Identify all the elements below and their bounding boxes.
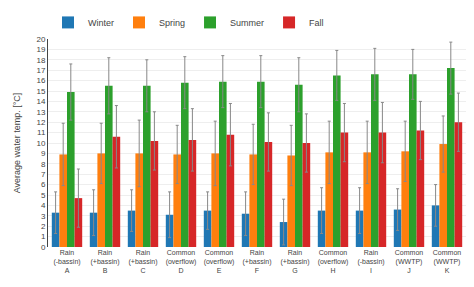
svg-text:Summer: Summer	[230, 18, 264, 28]
svg-text:Winter: Winter	[88, 18, 114, 28]
svg-text:Common(WWTP)J: Common(WWTP)J	[395, 249, 424, 274]
svg-text:8: 8	[41, 160, 46, 169]
svg-text:20: 20	[36, 35, 45, 44]
svg-text:12: 12	[36, 118, 45, 127]
svg-text:Spring: Spring	[159, 18, 185, 28]
svg-text:Rain(-bassin)I: Rain(-bassin)I	[357, 249, 384, 274]
svg-text:3: 3	[41, 212, 46, 221]
svg-text:7: 7	[41, 170, 46, 179]
svg-text:Fall: Fall	[309, 18, 324, 28]
svg-text:15: 15	[36, 87, 45, 96]
svg-text:Average water temp. [°C]: Average water temp. [°C]	[12, 93, 22, 193]
svg-text:18: 18	[36, 56, 45, 65]
svg-text:Rain(+bassin)F: Rain(+bassin)F	[243, 249, 272, 274]
svg-text:Common(overflow)E: Common(overflow)E	[204, 249, 235, 274]
svg-text:6: 6	[41, 180, 46, 189]
svg-text:5: 5	[41, 191, 46, 200]
svg-text:Common(WWTP)K: Common(WWTP)K	[433, 249, 462, 274]
svg-text:14: 14	[36, 97, 45, 106]
svg-text:10: 10	[36, 139, 45, 148]
svg-text:9: 9	[41, 149, 46, 158]
svg-text:Rain(-bassin)A: Rain(-bassin)A	[53, 249, 80, 274]
svg-text:4: 4	[41, 201, 46, 210]
svg-text:11: 11	[37, 128, 46, 137]
svg-text:Rain(+bassin)B: Rain(+bassin)B	[91, 249, 120, 274]
svg-text:Rain(+bassin)C: Rain(+bassin)C	[129, 249, 158, 274]
svg-text:19: 19	[36, 45, 45, 54]
svg-text:Common(overflow)H: Common(overflow)H	[318, 249, 349, 274]
svg-text:17: 17	[36, 66, 45, 75]
svg-text:1: 1	[41, 232, 46, 241]
svg-text:Common(overflow)D: Common(overflow)D	[166, 249, 197, 274]
svg-text:0: 0	[41, 243, 46, 252]
svg-text:2: 2	[41, 222, 46, 231]
svg-text:Rain(+bassin)G: Rain(+bassin)G	[281, 249, 310, 274]
svg-text:13: 13	[36, 108, 45, 117]
svg-text:16: 16	[36, 76, 45, 85]
